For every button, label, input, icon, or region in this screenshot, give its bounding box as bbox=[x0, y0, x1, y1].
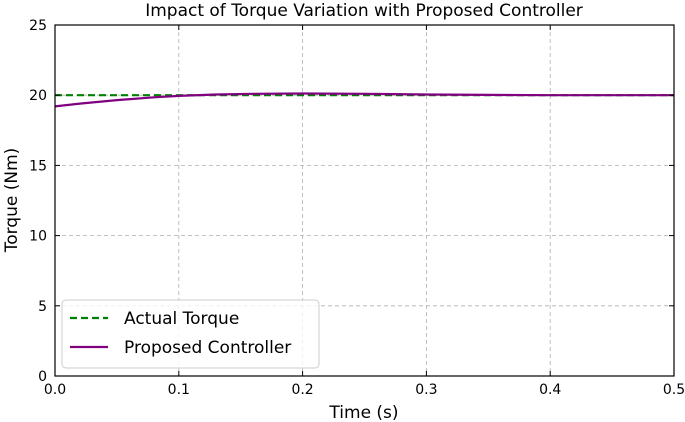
y-tick-label: 25 bbox=[29, 18, 47, 34]
y-tick-label: 0 bbox=[38, 369, 47, 385]
y-tick-label: 15 bbox=[29, 158, 47, 174]
x-tick-label: 0.0 bbox=[44, 382, 66, 398]
x-tick-label: 0.2 bbox=[291, 382, 313, 398]
legend: Actual Torque Proposed Controller bbox=[61, 299, 320, 369]
chart-title: Impact of Torque Variation with Proposed… bbox=[145, 1, 583, 21]
ticks: 0.0 0.1 0.2 0.3 0.4 0.5 0 5 10 15 20 25 bbox=[29, 18, 685, 398]
x-tick-label: 0.4 bbox=[539, 382, 561, 398]
x-axis-label: Time (s) bbox=[328, 403, 398, 422]
legend-label-proposed-controller: Proposed Controller bbox=[124, 338, 291, 358]
legend-box bbox=[61, 299, 320, 369]
x-tick-label: 0.1 bbox=[168, 382, 190, 398]
series-layer bbox=[54, 92, 674, 108]
y-axis-label: Torque (Nm) bbox=[2, 148, 22, 254]
x-tick-label: 0.3 bbox=[415, 382, 437, 398]
legend-label-actual-torque: Actual Torque bbox=[124, 309, 239, 329]
x-tick-label: 0.5 bbox=[663, 382, 685, 398]
plot-frame bbox=[54, 24, 675, 377]
y-tick-label: 20 bbox=[29, 88, 47, 104]
series-line-proposed-controller bbox=[54, 92, 674, 108]
y-tick-label: 5 bbox=[38, 299, 47, 315]
y-tick-label: 10 bbox=[29, 229, 47, 245]
